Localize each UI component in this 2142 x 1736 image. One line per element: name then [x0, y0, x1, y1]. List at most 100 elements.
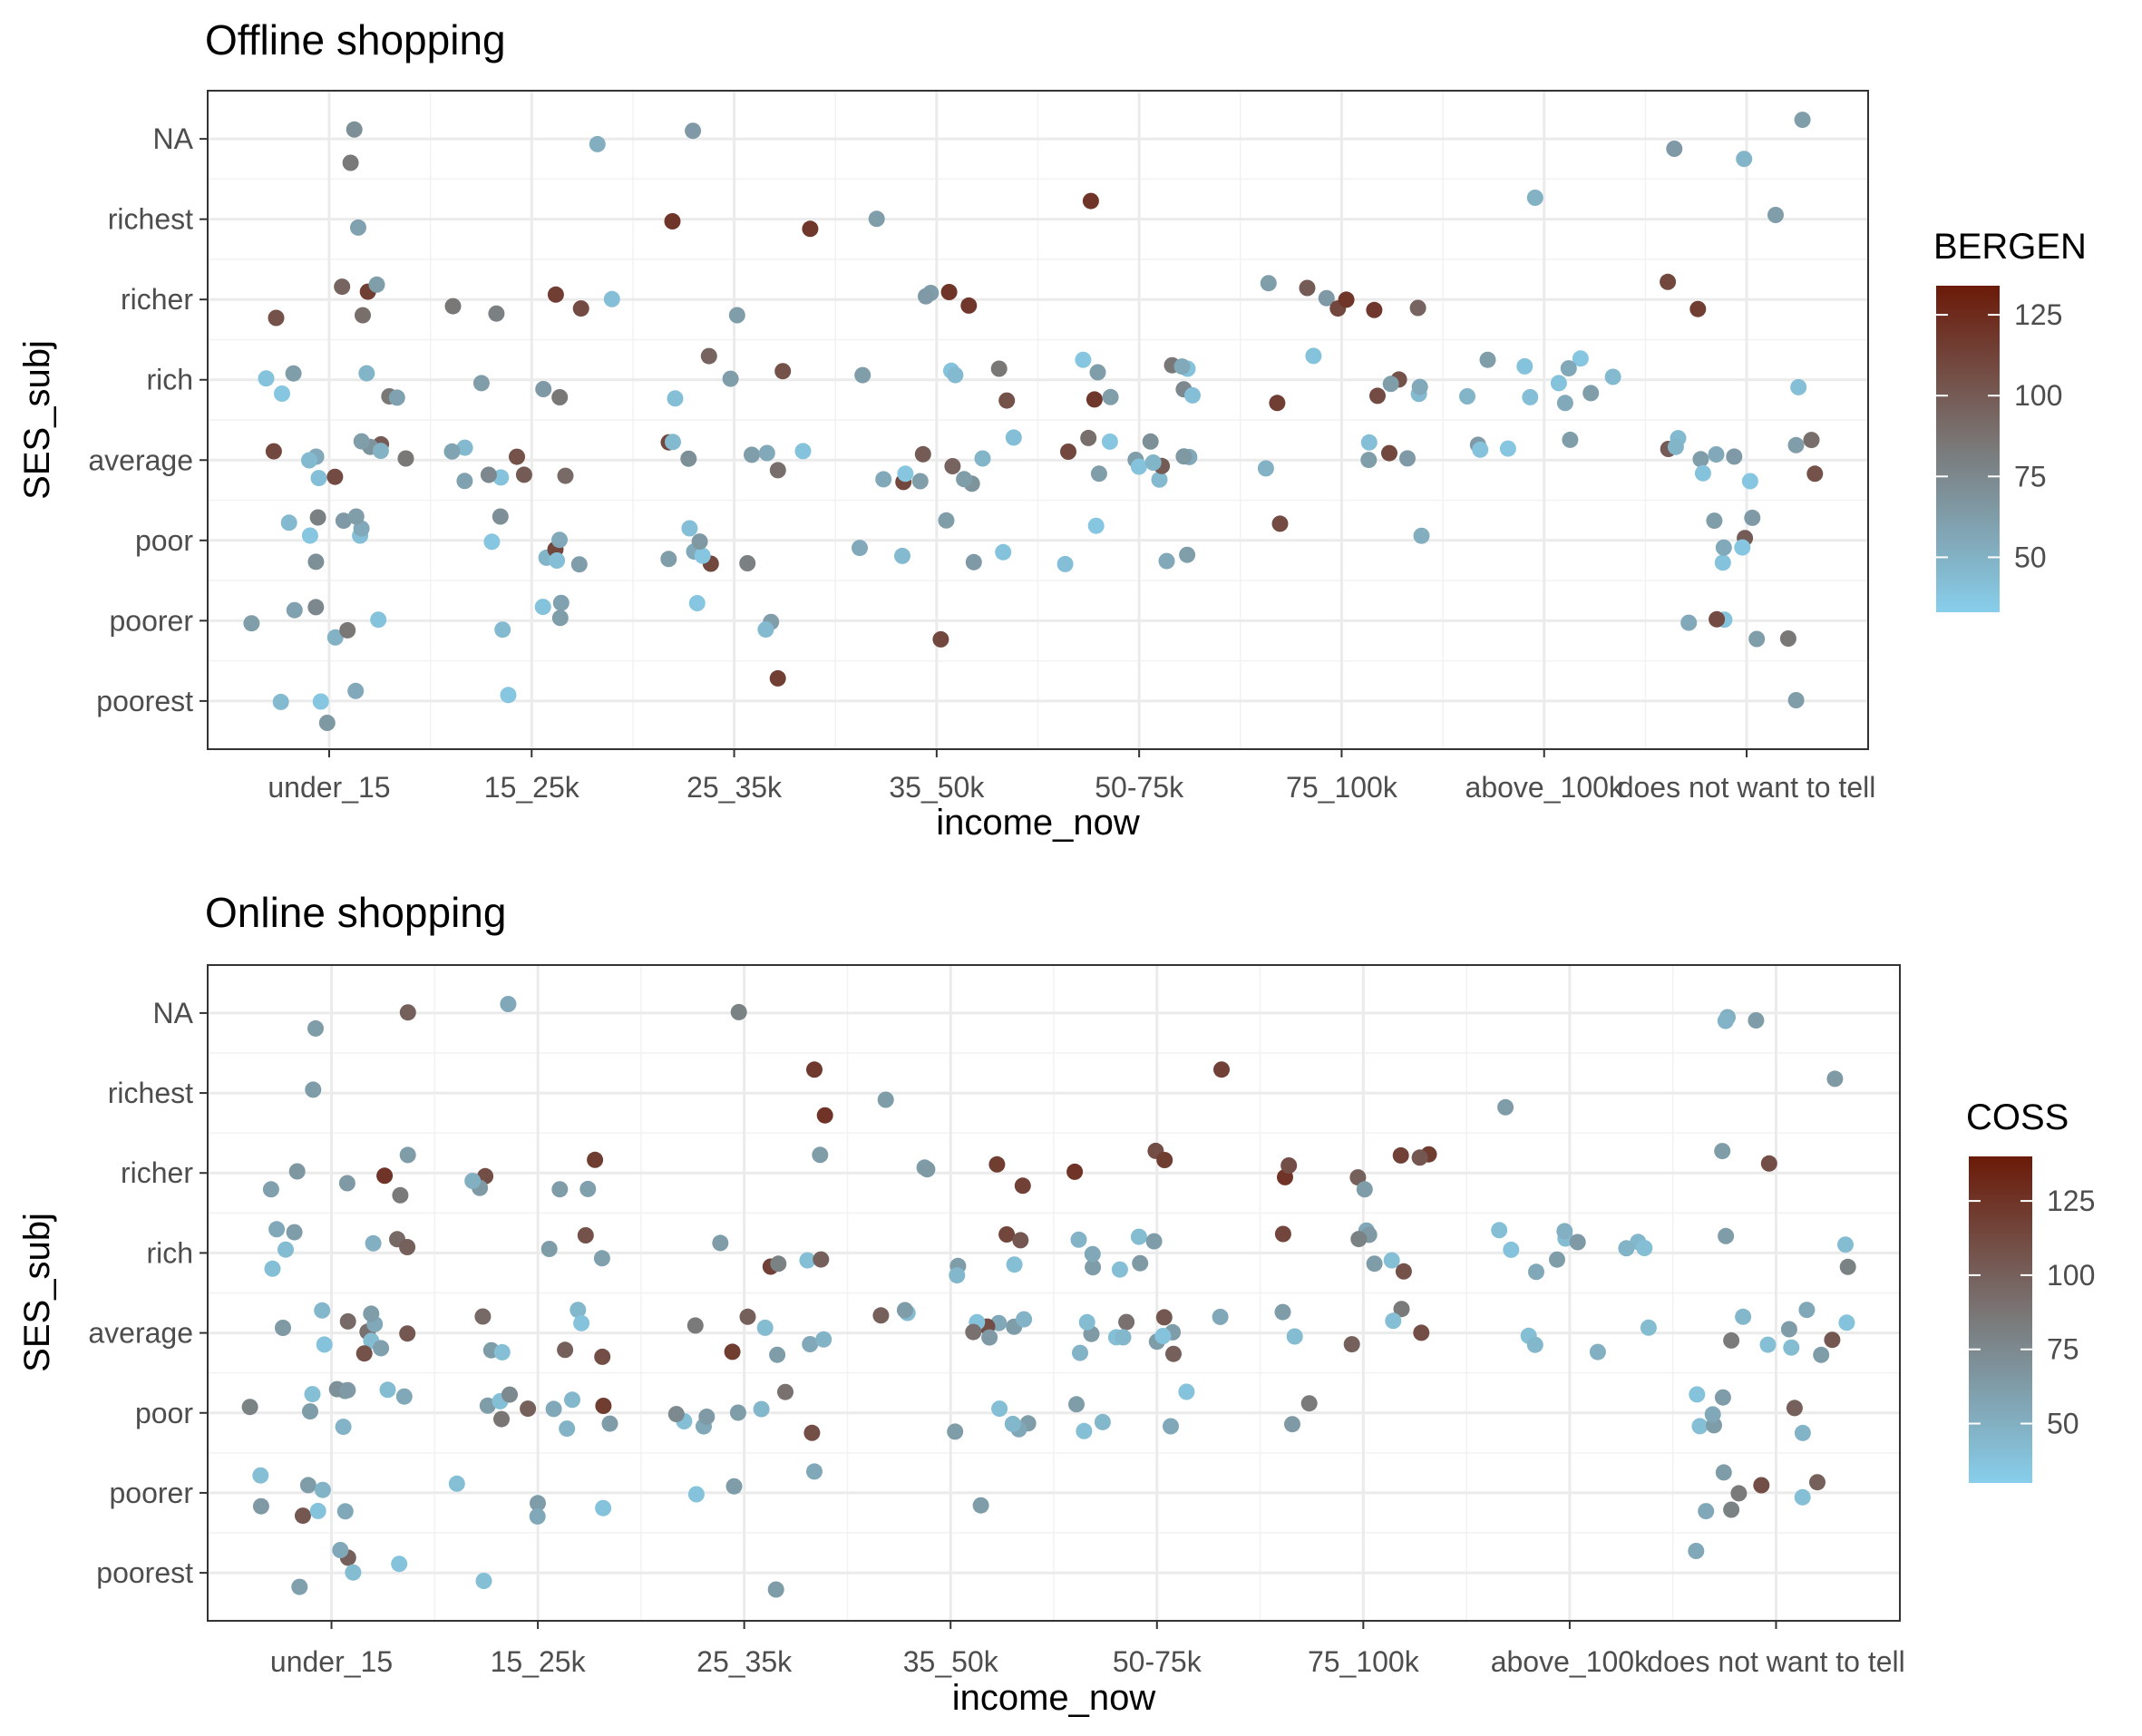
scatter-point	[1284, 1416, 1300, 1433]
scatter-point	[722, 370, 739, 387]
scatter-point	[399, 1239, 416, 1255]
scatter-point	[1499, 440, 1516, 457]
legend-tick-label: 75	[2047, 1333, 2079, 1366]
scatter-point	[368, 276, 385, 293]
scatter-point	[301, 527, 318, 544]
x-tick-label: does not want to tell	[1647, 1645, 1905, 1678]
scatter-point	[1343, 1336, 1360, 1353]
scatter-point	[1759, 1336, 1777, 1353]
scatter-point	[302, 1403, 318, 1420]
scatter-point	[894, 547, 910, 564]
scatter-point	[730, 1003, 747, 1020]
scatter-point	[739, 555, 756, 571]
scatter-point	[1158, 552, 1175, 570]
scatter-point	[1692, 451, 1709, 468]
scatter-point	[1717, 1012, 1734, 1029]
grid	[208, 91, 1868, 749]
scatter-point	[241, 1399, 258, 1416]
scatter-point	[802, 220, 819, 238]
scatter-point	[897, 465, 914, 483]
scatter-point	[1667, 438, 1684, 455]
scatter-point	[1184, 386, 1201, 404]
scatter-point	[1839, 1258, 1856, 1275]
scatter-point	[694, 547, 711, 564]
scatter-point	[547, 286, 564, 303]
scatter-point	[1730, 1485, 1748, 1502]
scatter-point	[1090, 465, 1107, 483]
scatter-point	[1809, 1474, 1826, 1491]
scatter-point	[314, 1302, 331, 1319]
scatter-point	[515, 466, 532, 483]
scatter-point	[335, 1419, 352, 1436]
scatter-point	[365, 1234, 382, 1252]
scatter-point	[1779, 630, 1796, 647]
scatter-point	[370, 611, 387, 629]
scatter-point	[577, 1227, 594, 1243]
scatter-point	[664, 213, 681, 229]
scatter-point	[355, 307, 371, 324]
legend-colorbar	[1936, 286, 2000, 612]
scatter-point	[686, 1317, 704, 1334]
scatter-point	[1132, 1254, 1149, 1272]
scatter-point	[777, 1383, 794, 1400]
scatter-point	[564, 1391, 580, 1409]
scatter-point	[1794, 1488, 1811, 1506]
scatter-point	[252, 1497, 269, 1515]
scatter-point	[1526, 1336, 1543, 1353]
scatter-point	[339, 621, 356, 639]
scatter-point	[258, 370, 275, 387]
scatter-point	[667, 390, 684, 407]
scatter-point	[291, 1578, 308, 1595]
scatter-point	[493, 1343, 511, 1361]
scatter-point	[1714, 1389, 1731, 1406]
x-tick-label: 75_100k	[1286, 771, 1398, 804]
scatter-point	[744, 446, 760, 463]
panel-offline: Offline shopping under_15 15_25k 25_35k 35_5…	[17, 16, 2087, 843]
scatter-point	[304, 1386, 321, 1403]
scatter-point	[1360, 452, 1378, 469]
scatter-point	[972, 1497, 989, 1514]
scatter-point	[1726, 448, 1743, 465]
scatter-point	[316, 1336, 333, 1353]
scatter-point	[981, 1329, 998, 1346]
scatter-point	[1080, 429, 1097, 446]
scatter-point	[358, 365, 375, 382]
scatter-point	[1787, 692, 1805, 708]
scatter-point	[1723, 1331, 1740, 1349]
y-tick-label: NA	[153, 122, 194, 155]
scatter-point	[1076, 1422, 1093, 1439]
y-tick-label: rich	[146, 364, 193, 396]
scatter-point	[1688, 1543, 1705, 1559]
scatter-point	[314, 1481, 331, 1498]
scatter-point	[1005, 429, 1022, 446]
scatter-point	[1459, 388, 1475, 405]
scatter-point	[1163, 1418, 1179, 1435]
scatter-point	[1413, 1324, 1430, 1341]
scatter-point	[802, 1336, 819, 1352]
scatter-point	[698, 1409, 716, 1425]
scatter-point	[1142, 433, 1159, 450]
scatter-point	[739, 1308, 756, 1325]
scatter-point	[1528, 1263, 1544, 1281]
scatter-point	[815, 1331, 832, 1348]
scatter-point	[1385, 1312, 1402, 1330]
scatter-point	[1130, 1228, 1147, 1245]
scatter-point	[940, 284, 958, 300]
x-tick-label: under_15	[268, 771, 390, 804]
scatter-point	[530, 1495, 546, 1512]
scatter-point	[1102, 388, 1119, 405]
scatter-point	[947, 366, 964, 384]
panel-online: Online shopping under_15 15_25k 25_35k 35_50…	[17, 889, 2095, 1718]
x-tick-label: 75_100k	[1308, 1645, 1420, 1678]
scatter-point	[326, 468, 344, 485]
scatter-point	[1111, 1261, 1128, 1278]
scatter-point	[1714, 554, 1731, 571]
scatter-point	[872, 1307, 890, 1324]
scatter-point	[729, 1404, 746, 1421]
scatter-point	[559, 1420, 576, 1438]
scatter-point	[397, 450, 414, 467]
scatter-point	[1260, 275, 1277, 292]
scatter-point	[1787, 436, 1805, 454]
scatter-point	[545, 1400, 562, 1418]
